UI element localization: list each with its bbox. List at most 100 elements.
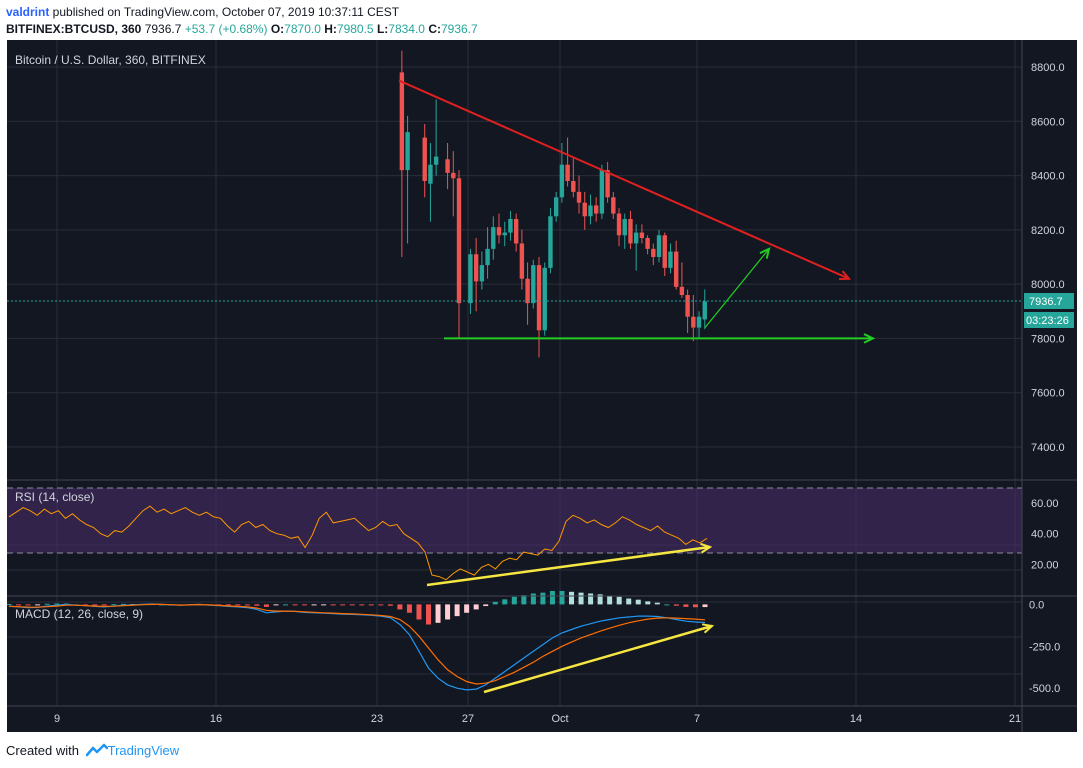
time-tick-label: Oct xyxy=(551,713,568,725)
time-tick-label: 27 xyxy=(462,713,474,725)
macd-histogram-bar xyxy=(397,604,403,610)
macd-histogram-bar xyxy=(540,592,546,605)
candle-body xyxy=(639,232,645,238)
time-tick-label: 23 xyxy=(371,713,383,725)
macd-histogram-bar xyxy=(321,604,327,606)
rsi-line xyxy=(8,505,708,581)
time-tick-label: 9 xyxy=(54,713,60,725)
price-tick-label: 7400.0 xyxy=(1031,442,1065,454)
macd-histogram-bar xyxy=(54,603,60,605)
macd-histogram-bar xyxy=(92,604,98,606)
low-label: L: xyxy=(376,22,389,36)
time-tick-label: 14 xyxy=(850,713,862,725)
created-with-text: Created with xyxy=(6,743,79,758)
macd-histogram-bar xyxy=(569,591,575,605)
macd-histogram-bar xyxy=(111,604,117,606)
macd-histogram-bar xyxy=(359,604,365,606)
symbol-info: BITFINEX:BTCUSD, 360 7936.7 +53.7 (+0.68… xyxy=(6,22,478,36)
macd-histogram-bar xyxy=(7,604,12,606)
macd-histogram-bar xyxy=(25,604,31,606)
time-tick-label: 21 xyxy=(1009,713,1021,725)
macd-histogram-bar xyxy=(244,604,250,606)
open-label: O: xyxy=(270,22,285,36)
rsi-title: RSI (14, close) xyxy=(15,490,94,504)
footer: Created with TradingView xyxy=(6,743,179,760)
macd-histogram-bar xyxy=(588,593,594,605)
candle-body xyxy=(422,137,427,181)
macd-histogram-bar xyxy=(330,604,336,606)
macd-histogram-bar xyxy=(654,602,660,605)
rsi-axis[interactable]: 60.00 40.00 20.00 xyxy=(1031,498,1059,571)
macd-histogram-bar xyxy=(44,603,50,605)
macd-tick-label: -500.0 xyxy=(1029,683,1060,695)
candle-body xyxy=(611,197,616,214)
candle-body xyxy=(668,251,673,268)
last-price: 7936.7 xyxy=(144,22,182,36)
tradingview-brand[interactable]: TradingView xyxy=(107,743,180,758)
rsi-pane[interactable]: RSI (14, close) xyxy=(7,487,1022,587)
candle-body xyxy=(616,213,622,236)
macd-histogram-bar xyxy=(263,604,269,607)
macd-pane[interactable]: MACD (12, 26, close, 9) xyxy=(7,590,715,694)
candle-body xyxy=(588,205,593,217)
macd-title: MACD (12, 26, close, 9) xyxy=(15,607,143,621)
candles xyxy=(399,50,707,358)
author-link[interactable]: valdrint xyxy=(6,5,50,19)
macd-divergence-arrowhead xyxy=(701,623,715,634)
macd-histogram-bar xyxy=(387,604,393,606)
candle-body xyxy=(502,232,507,236)
rsi-tick-label: 20.00 xyxy=(1031,559,1059,571)
candle-body xyxy=(548,216,553,268)
published-text: published on TradingView.com, October 07… xyxy=(49,5,400,19)
price-axis[interactable]: 8800.0 8600.0 8400.0 8200.0 8000.0 7800.0 7600… xyxy=(1031,62,1065,454)
time-axis[interactable]: 9 16 23 27 Oct 7 14 21 xyxy=(54,713,1021,725)
drawings xyxy=(398,79,876,344)
macd-histogram-bar xyxy=(426,604,432,625)
close-label: C: xyxy=(428,22,441,36)
macd-divergence-line xyxy=(483,624,713,694)
macd-histogram-bar xyxy=(378,604,384,606)
macd-histogram-bar xyxy=(616,596,622,605)
price-tick-label: 8400.0 xyxy=(1031,171,1065,183)
trading-chart[interactable]: Bitcoin / U.S. Dollar, 360, BITFINEX RSI… xyxy=(7,40,1077,732)
support-arrowhead xyxy=(863,333,876,344)
price-tick-label: 7800.0 xyxy=(1031,333,1065,345)
candle-body xyxy=(525,278,530,304)
candle-body xyxy=(433,156,439,165)
macd-histogram-bar xyxy=(683,604,689,607)
macd-histogram-bar xyxy=(349,604,355,606)
macd-histogram-bar xyxy=(16,604,22,606)
price-tick-label: 8800.0 xyxy=(1031,62,1065,74)
macd-histogram-bar xyxy=(607,595,613,605)
price-pane[interactable]: Bitcoin / U.S. Dollar, 360, BITFINEX xyxy=(7,50,1022,358)
rsi-tick-label: 60.00 xyxy=(1031,498,1059,510)
grid xyxy=(7,40,1022,706)
macd-histogram-bar xyxy=(483,604,489,607)
macd-histogram-bar xyxy=(635,599,641,605)
macd-histogram-bar xyxy=(692,604,698,608)
macd-histogram-bar xyxy=(282,604,288,606)
candle-body xyxy=(456,178,462,304)
candle-body xyxy=(536,265,542,331)
macd-axis[interactable]: 0.0 -250.0 -500.0 xyxy=(1029,599,1060,695)
candle-body xyxy=(405,132,410,171)
candle-body xyxy=(582,202,587,217)
macd-histogram-bar xyxy=(559,590,565,605)
rsi-tick-label: 40.00 xyxy=(1031,529,1059,541)
macd-tick-label: 0.0 xyxy=(1029,599,1044,611)
last-price-badge-text: 7936.7 xyxy=(1029,296,1063,308)
candle-body xyxy=(496,227,502,236)
candle-body xyxy=(479,265,485,282)
chart-background xyxy=(7,40,1077,732)
macd-histogram-bar xyxy=(645,601,651,605)
macd-lines xyxy=(8,603,706,691)
last-price-badge xyxy=(1024,293,1074,309)
rsi-series-line xyxy=(8,505,708,581)
macd-histogram-bar xyxy=(492,601,498,605)
macd-histogram-bar xyxy=(521,595,527,605)
candle-body xyxy=(622,219,627,236)
projection-arrowhead xyxy=(759,247,771,259)
publish-info: valdrint published on TradingView.com, O… xyxy=(6,5,399,19)
low-value: 7834.0 xyxy=(388,22,425,36)
rsi-divergence-line xyxy=(426,545,711,587)
